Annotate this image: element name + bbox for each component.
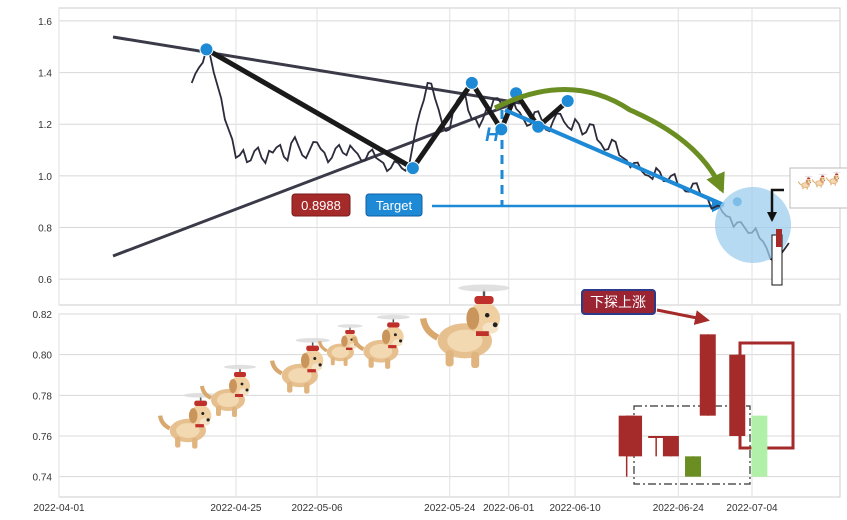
wave-marker-point [494,122,509,137]
breakout-trend-line [504,108,725,207]
top-y-tick-label: 1.0 [38,172,52,183]
wave-marker-point [464,75,479,90]
candle-body [729,354,746,436]
candle-body [648,436,665,438]
candle-body [699,334,716,416]
price-badge-label: 0.8988 [301,198,341,213]
thumbnail-preview [789,167,847,209]
candle-body [662,436,679,457]
wave-marker-point [560,93,575,108]
bottom-y-tick-label: 0.74 [33,473,53,484]
x-tick-label: 2022-05-24 [424,503,476,514]
target-badge-label: Target [376,198,413,213]
mini-arrow [767,188,784,222]
x-axis: 2022-04-01 2022-04-25 2022-05-06 2022-05-24… [33,503,778,514]
wave-marker-point [405,161,420,176]
top-y-tick-label: 1.4 [38,69,52,80]
x-tick-label: 2022-06-01 [483,503,535,514]
wave-markers [199,42,743,208]
bottom-y-tick-label: 0.78 [33,391,53,402]
lower-trendline [112,99,521,258]
wave-marker-point [199,42,214,57]
top-y-axis: 0.6 0.8 1.0 1.2 1.4 1.6 [38,17,52,286]
x-tick-label: 2022-07-04 [726,503,778,514]
price-badge-box [291,193,351,217]
top-y-tick-label: 0.8 [38,224,52,235]
callout-box [581,289,656,315]
mini-candle-body [776,229,782,247]
height-label: H [485,125,500,146]
bottom-y-tick-label: 0.76 [33,432,53,443]
bottom-y-tick-label: 0.80 [33,351,53,362]
mini-candle-inset [767,188,784,286]
bottom-y-tick-label: 0.82 [33,310,53,321]
callout: 下探上涨 [581,289,710,326]
callout-arrow [656,308,710,326]
top-y-tick-label: 0.6 [38,275,52,286]
top-y-tick-label: 1.2 [38,120,52,131]
top-y-tick-label: 1.6 [38,17,52,28]
top-panel: 0.6 0.8 1.0 1.2 1.4 1.6 [38,7,841,306]
x-tick-label: 2022-06-24 [653,503,705,514]
projection-arc [493,87,725,194]
bottom-y-axis: 0.74 0.76 0.78 0.80 0.82 [33,310,53,484]
thumbnail-frame [789,167,847,209]
x-tick-label: 2022-06-10 [549,503,601,514]
price-badge: 0.8988 [291,193,351,217]
target-badge-box [365,193,423,217]
candle-body [685,456,702,477]
candle-body [626,415,643,457]
x-tick-label: 2022-05-06 [291,503,343,514]
upper-trendline [112,35,521,105]
x-tick-label: 2022-04-01 [33,503,85,514]
candles [618,334,768,477]
breakout-arrow [493,87,725,207]
candle-body [751,415,768,477]
x-tick-label: 2022-04-25 [210,503,262,514]
callout-label: 下探上涨 [590,294,646,310]
target-badge: Target [365,193,423,217]
